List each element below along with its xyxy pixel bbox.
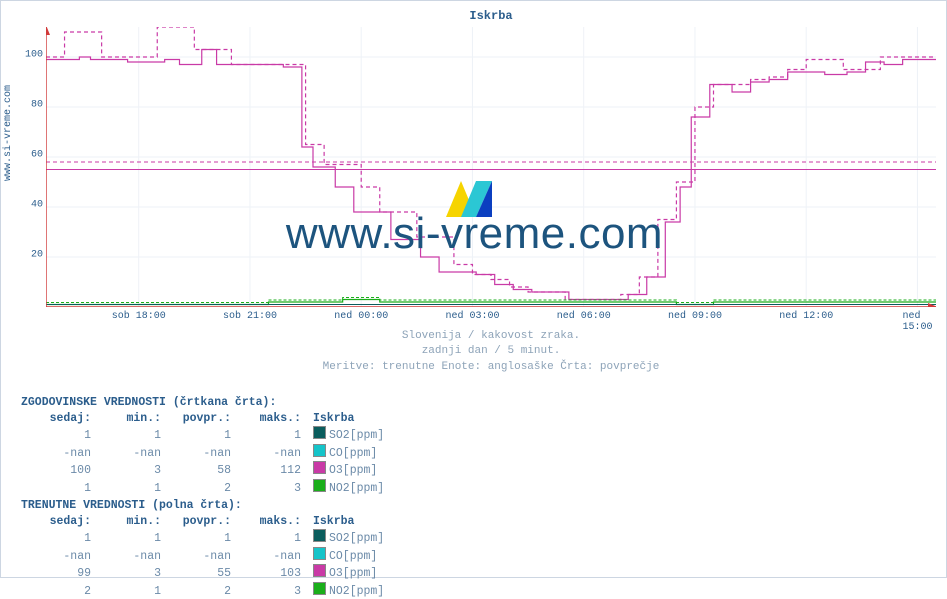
cell-value: -nan: [231, 549, 301, 565]
col-max: maks.:: [231, 514, 301, 530]
cell-value: 1: [91, 584, 161, 599]
cell-value: 1: [91, 481, 161, 497]
x-axis-labels: sob 18:00 sob 21:00 ned 00:00 ned 03:00 ned …: [46, 311, 936, 325]
x-tick-label: sob 18:00: [112, 311, 166, 322]
x-tick-label: ned 03:00: [445, 311, 499, 322]
color-swatch: [313, 582, 326, 595]
x-tick-label: ned 12:00: [779, 311, 833, 322]
cell-value: 1: [21, 481, 91, 497]
cell-value: 1: [91, 428, 161, 444]
col-avg: povpr.:: [161, 514, 231, 530]
table-row: 1123NO2[ppm]: [21, 479, 931, 497]
col-min: min.:: [91, 514, 161, 530]
cell-value: 58: [161, 463, 231, 479]
data-tables: ZGODOVINSKE VREDNOSTI (črtkana črta): se…: [21, 393, 931, 599]
y-tick-label: 100: [25, 50, 43, 61]
cell-value: -nan: [161, 549, 231, 565]
y-axis-labels: 20 40 60 80 100: [21, 25, 43, 305]
color-swatch: [313, 529, 326, 542]
col-now: sedaj:: [21, 411, 91, 427]
cur-col-header: sedaj:min.:povpr.:maks.: Iskrba: [21, 514, 931, 530]
param-label: CO[ppm]: [329, 447, 377, 460]
subtitles: Slovenija / kakovost zraka. zadnji dan /…: [46, 329, 936, 375]
col-avg: povpr.:: [161, 411, 231, 427]
x-tick-label: ned 00:00: [334, 311, 388, 322]
color-swatch: [313, 564, 326, 577]
cell-value: 1: [231, 428, 301, 444]
cell-value: 112: [231, 463, 301, 479]
y-tick-label: 20: [31, 250, 43, 261]
col-loc: Iskrba: [313, 411, 354, 427]
color-swatch: [313, 461, 326, 474]
cell-value: -nan: [231, 446, 301, 462]
color-swatch: [313, 444, 326, 457]
subtitle-1: Slovenija / kakovost zraka.: [46, 329, 936, 344]
cell-value: 1: [21, 531, 91, 547]
col-now: sedaj:: [21, 514, 91, 530]
param-label: SO2[ppm]: [329, 429, 384, 442]
cell-value: -nan: [91, 549, 161, 565]
y-tick-label: 40: [31, 200, 43, 211]
plot-svg: [46, 27, 936, 307]
color-swatch: [313, 547, 326, 560]
cell-value: 3: [231, 584, 301, 599]
cell-value: 1: [231, 531, 301, 547]
y-tick-label: 80: [31, 100, 43, 111]
color-swatch: [313, 426, 326, 439]
cell-value: -nan: [91, 446, 161, 462]
subtitle-3: Meritve: trenutne Enote: anglosaške Črta…: [46, 360, 936, 375]
table-row: 100358112 O3[ppm]: [21, 461, 931, 479]
table-row: 1111SO2[ppm]: [21, 529, 931, 547]
chart-title: Iskrba: [46, 9, 936, 23]
chart-area: Iskrba: [46, 9, 936, 309]
cell-value: 3: [91, 566, 161, 582]
cell-value: -nan: [161, 446, 231, 462]
hist-header: ZGODOVINSKE VREDNOSTI (črtkana črta):: [21, 393, 931, 411]
y-tick-label: 60: [31, 150, 43, 161]
cell-value: -nan: [21, 549, 91, 565]
cell-value: 1: [161, 428, 231, 444]
col-min: min.:: [91, 411, 161, 427]
param-label: NO2[ppm]: [329, 585, 384, 598]
param-label: O3[ppm]: [329, 567, 377, 580]
param-label: O3[ppm]: [329, 464, 377, 477]
cell-value: 2: [21, 584, 91, 599]
cell-value: 3: [91, 463, 161, 479]
param-label: NO2[ppm]: [329, 482, 384, 495]
cell-value: 1: [21, 428, 91, 444]
x-tick-label: ned 09:00: [668, 311, 722, 322]
col-loc: Iskrba: [313, 514, 354, 530]
cell-value: -nan: [21, 446, 91, 462]
cell-value: 103: [231, 566, 301, 582]
cell-value: 1: [161, 531, 231, 547]
cell-value: 2: [161, 481, 231, 497]
table-row: 2123NO2[ppm]: [21, 582, 931, 599]
x-tick-label: sob 21:00: [223, 311, 277, 322]
cell-value: 2: [161, 584, 231, 599]
x-tick-label: ned 06:00: [557, 311, 611, 322]
table-row: -nan-nan-nan-nanCO[ppm]: [21, 444, 931, 462]
param-label: CO[ppm]: [329, 550, 377, 563]
cell-value: 3: [231, 481, 301, 497]
col-max: maks.:: [231, 411, 301, 427]
table-row: 1111SO2[ppm]: [21, 426, 931, 444]
hist-col-header: sedaj:min.:povpr.:maks.: Iskrba: [21, 411, 931, 427]
table-row: 99355103 O3[ppm]: [21, 564, 931, 582]
logo-icon: [446, 181, 492, 217]
subtitle-2: zadnji dan / 5 minut.: [46, 344, 936, 359]
cell-value: 100: [21, 463, 91, 479]
site-label: www.si-vreme.com: [3, 85, 14, 181]
cell-value: 1: [91, 531, 161, 547]
cell-value: 99: [21, 566, 91, 582]
plot: [46, 27, 936, 307]
param-label: SO2[ppm]: [329, 532, 384, 545]
cell-value: 55: [161, 566, 231, 582]
table-row: -nan-nan-nan-nanCO[ppm]: [21, 547, 931, 565]
color-swatch: [313, 479, 326, 492]
chart-container: www.si-vreme.com Iskrba 20 40 60 80 100 sob …: [0, 0, 947, 578]
cur-header: TRENUTNE VREDNOSTI (polna črta):: [21, 496, 931, 514]
